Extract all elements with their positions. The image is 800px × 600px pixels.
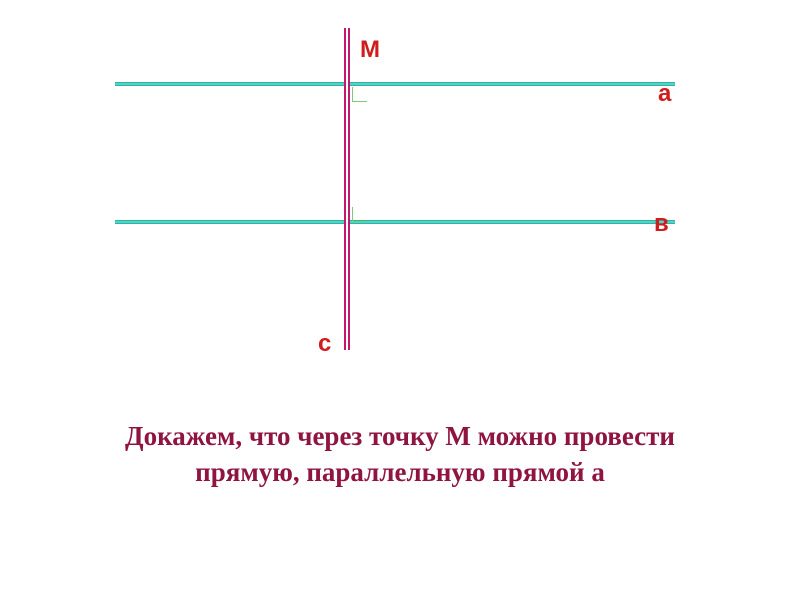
label-line-b: в — [654, 210, 669, 238]
proof-statement: Докажем, что через точку М можно провест… — [0, 418, 800, 491]
line-b — [115, 220, 675, 224]
perp-marker-a — [352, 87, 367, 102]
label-point-m: М — [360, 36, 380, 64]
label-line-a: а — [658, 80, 671, 108]
perp-marker-b — [352, 207, 367, 222]
label-line-c: с — [318, 330, 331, 358]
line-a — [115, 82, 675, 86]
proof-line-2: прямую, параллельную прямой а — [195, 457, 605, 487]
proof-line-1: Докажем, что через точку М можно провест… — [125, 421, 675, 451]
line-c — [344, 28, 350, 350]
diagram-canvas: М а в с Докажем, что через точку М можно… — [0, 0, 800, 600]
